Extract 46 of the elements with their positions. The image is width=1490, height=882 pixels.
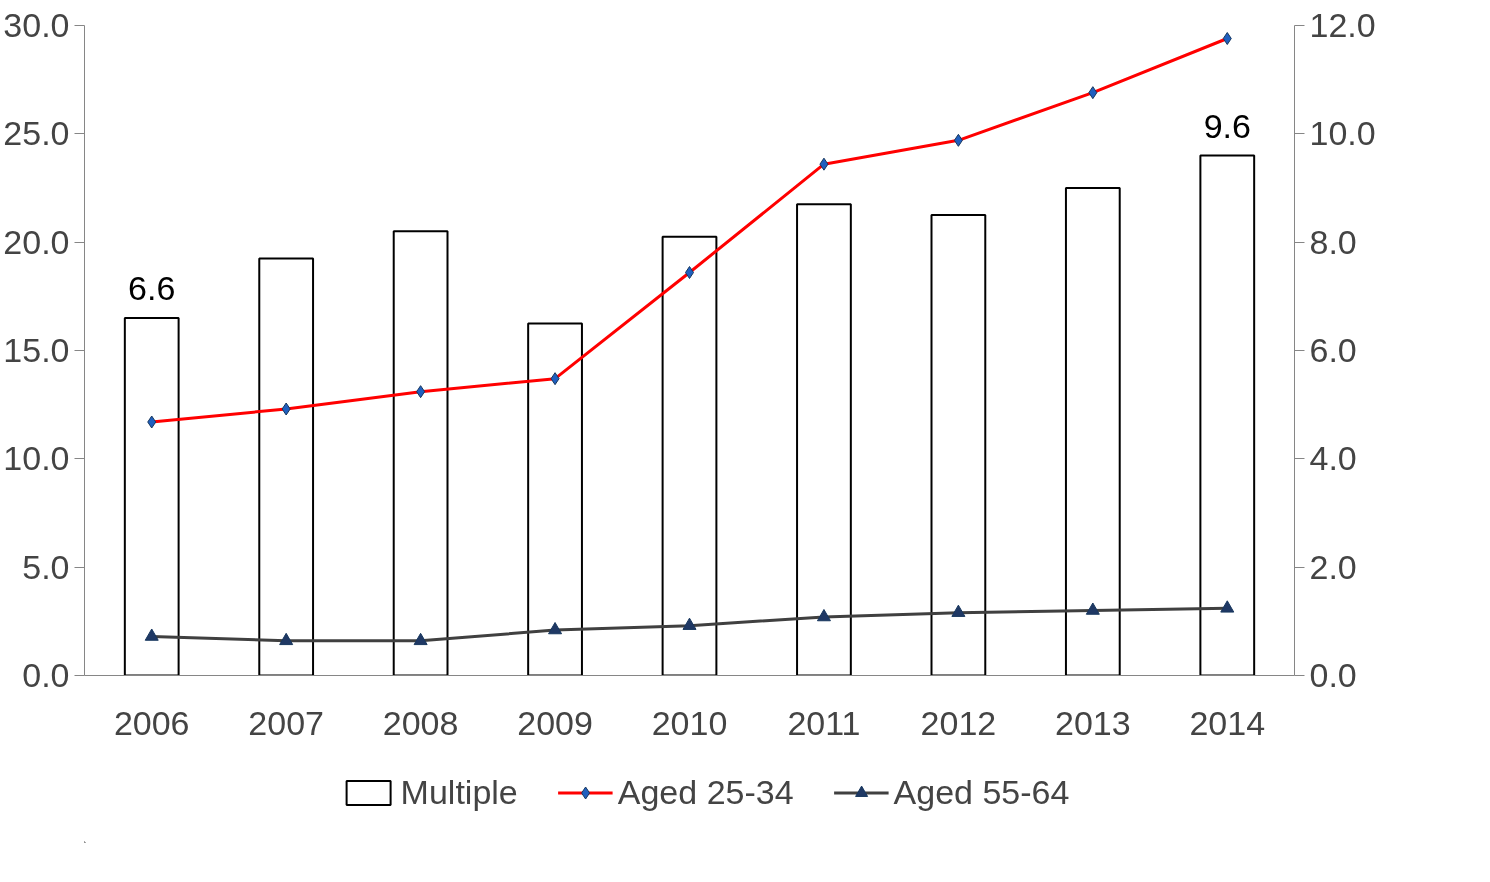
y-tick-label: 15.0 (3, 331, 70, 369)
y2-tick-label: 8.0 (1309, 222, 1357, 261)
bar (1064, 187, 1121, 676)
bar (258, 257, 315, 676)
y2-tick-label: 6.0 (1309, 331, 1357, 369)
y2-tick-label: 12.0 (1309, 6, 1376, 44)
bar (1199, 154, 1256, 676)
legend-label: Multiple (400, 772, 518, 812)
legend-label: Aged 55-64 (893, 772, 1070, 812)
y2-tick-label: 10.0 (1309, 114, 1376, 153)
x-tick-label: 2008 (382, 703, 459, 742)
bar (796, 203, 852, 676)
y2-tick-label: 4.0 (1309, 439, 1357, 478)
x-tick-label: 2013 (1055, 703, 1131, 742)
point (548, 621, 563, 635)
bar (930, 214, 987, 676)
data-label: 6.6 (128, 269, 176, 307)
legend-label: Aged 25-34 (617, 772, 794, 812)
bar (123, 317, 180, 676)
x-tick-label: 2012 (920, 703, 997, 742)
point (682, 617, 697, 630)
y2-tick-label: 2.0 (1309, 547, 1357, 586)
bar (527, 322, 583, 676)
bar (392, 230, 449, 676)
y-tick-label: 20.0 (3, 222, 70, 261)
data-label: 9.6 (1203, 106, 1251, 145)
y-tick-label: 0.0 (22, 656, 70, 694)
point (951, 604, 966, 617)
point (144, 628, 159, 641)
x-tick-label: 2014 (1189, 703, 1266, 742)
y-tick-label: 25.0 (3, 114, 70, 153)
point (816, 608, 831, 622)
y-tick-label: 10.0 (3, 439, 70, 478)
point (1220, 600, 1235, 613)
x-tick-label: 2009 (517, 703, 593, 742)
x-tick-label: 2006 (113, 703, 190, 742)
point (1085, 602, 1100, 615)
y-tick-label: 5.0 (22, 547, 70, 586)
y2-tick-label: 0.0 (1309, 656, 1357, 694)
x-tick-label: 2011 (787, 703, 861, 742)
x-tick-label: 2010 (651, 703, 728, 742)
bar (661, 235, 718, 676)
y-tick-label: 30.0 (3, 6, 70, 44)
x-tick-label: 2007 (248, 703, 324, 742)
point (279, 632, 294, 646)
point (413, 632, 428, 646)
